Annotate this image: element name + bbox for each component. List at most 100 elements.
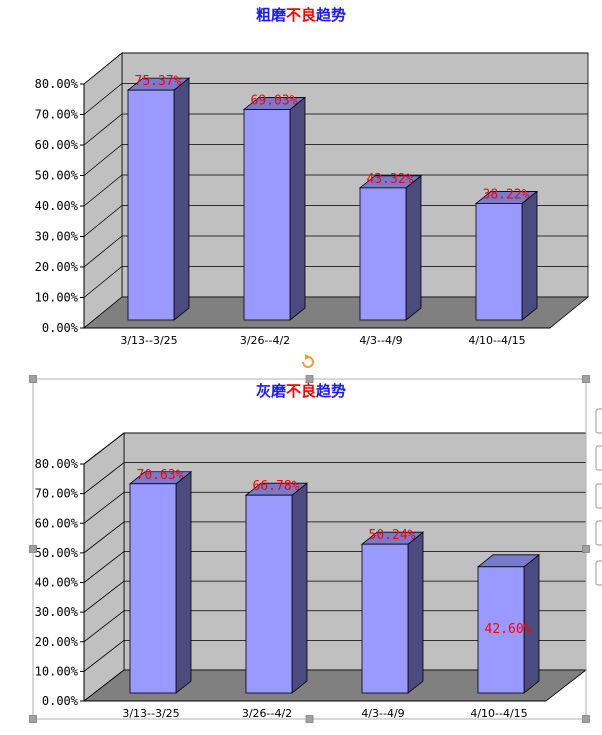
resize-handle[interactable] xyxy=(29,375,37,383)
bar[interactable] xyxy=(358,175,423,321)
bar-front xyxy=(359,187,407,321)
gridline xyxy=(83,639,586,672)
gridline xyxy=(83,610,586,643)
bar-side xyxy=(521,190,538,321)
gridline xyxy=(83,174,588,207)
y-tick-label: 0.00% xyxy=(42,321,79,335)
y-tick-label: 0.00% xyxy=(42,694,79,708)
gridline xyxy=(83,580,586,613)
resize-handle[interactable] xyxy=(29,545,37,553)
gridline xyxy=(83,235,588,268)
resize-handle[interactable] xyxy=(582,545,590,553)
bar-front xyxy=(245,494,293,694)
chart-selection-frame[interactable] xyxy=(29,354,602,723)
y-tick-label: 50.00% xyxy=(35,546,79,560)
category-label: 4/3--4/9 xyxy=(359,334,402,347)
bar[interactable] xyxy=(474,190,539,321)
bar-front xyxy=(243,109,291,321)
side-toolbar-button[interactable] xyxy=(595,560,602,586)
chart-title-part: 粗磨 xyxy=(256,6,287,24)
data-label: 66.78% xyxy=(253,479,300,494)
y-tick-label: 80.00% xyxy=(35,77,79,91)
data-label: 43.32% xyxy=(367,172,414,187)
y-tick-label: 40.00% xyxy=(35,199,79,213)
bar-side xyxy=(407,531,424,694)
bar-side xyxy=(175,470,192,694)
chart-title-part: 趋势 xyxy=(316,6,346,24)
bar[interactable] xyxy=(244,482,309,694)
y-tick-label: 80.00% xyxy=(35,457,79,471)
category-label: 3/13--3/25 xyxy=(120,334,177,347)
bar[interactable] xyxy=(360,531,425,694)
chart-title-part: 趋势 xyxy=(316,382,346,400)
y-tick-label: 20.00% xyxy=(35,635,79,649)
gridline xyxy=(83,491,586,524)
bar-front xyxy=(127,89,175,321)
side-toolbar-button[interactable] xyxy=(595,445,602,471)
resize-handle[interactable] xyxy=(305,715,314,723)
data-label: 38.22% xyxy=(483,187,530,202)
data-label: 75.37% xyxy=(135,74,182,89)
gridline xyxy=(83,83,588,115)
chart-title: 粗磨不良趋势 xyxy=(256,6,346,24)
y-tick-label: 10.00% xyxy=(35,664,79,678)
y-tick-label: 50.00% xyxy=(35,169,79,183)
chart-title-part: 不良 xyxy=(286,382,316,400)
category-label: 3/13--3/25 xyxy=(122,707,179,720)
rotate-icon-arc xyxy=(302,356,314,368)
chart-title-part: 不良 xyxy=(286,6,316,24)
bar-front xyxy=(361,543,409,694)
y-tick-label: 40.00% xyxy=(35,576,79,590)
gridline xyxy=(83,144,588,176)
gridline xyxy=(83,432,586,465)
bar-front xyxy=(475,203,523,321)
bar[interactable] xyxy=(242,96,307,321)
y-tick-label: 30.00% xyxy=(35,230,79,244)
bar[interactable] xyxy=(128,470,193,694)
gridline xyxy=(83,462,586,494)
category-label: 3/26--4/2 xyxy=(242,707,292,720)
chart-coarse-grinding: 粗磨不良趋势 0.00% 10.00% 20.00% 30.00% 40.00% 50.00… xyxy=(35,6,590,347)
y-tick-label: 10.00% xyxy=(35,291,79,305)
y-tick-label: 70.00% xyxy=(35,108,79,122)
resize-handle[interactable] xyxy=(582,715,590,723)
category-label: 4/3--4/9 xyxy=(361,707,404,720)
bar-side xyxy=(405,175,422,321)
bar-side xyxy=(289,96,306,321)
y-tick-label: 60.00% xyxy=(35,138,79,152)
side-toolbar-button[interactable] xyxy=(595,520,602,546)
resize-handle[interactable] xyxy=(305,375,314,383)
y-tick-label: 20.00% xyxy=(35,260,79,274)
gridline xyxy=(83,521,586,554)
gridline xyxy=(83,551,586,583)
resize-handle[interactable] xyxy=(29,715,37,723)
gridline xyxy=(83,266,588,298)
data-label: 50.24% xyxy=(369,528,416,543)
bar-front xyxy=(129,483,177,694)
bar-side xyxy=(173,77,190,321)
bar-front xyxy=(477,566,525,694)
category-label: 4/10--4/15 xyxy=(470,707,527,720)
gridline xyxy=(83,205,588,237)
data-label: 69.03% xyxy=(251,93,298,108)
category-label: 4/10--4/15 xyxy=(468,334,525,347)
rotate-icon[interactable] xyxy=(302,354,314,368)
chart-title: 灰磨不良趋势 xyxy=(256,382,346,400)
data-label: 70.63% xyxy=(137,468,184,483)
rotate-icon-arrow xyxy=(305,354,311,360)
bar[interactable] xyxy=(126,77,191,321)
category-label: 3/26--4/2 xyxy=(240,334,290,347)
gridline xyxy=(83,113,588,146)
y-tick-label: 30.00% xyxy=(35,605,79,619)
gridline xyxy=(83,52,588,85)
side-toolbar-button[interactable] xyxy=(595,483,602,509)
chart-title-part: 灰磨 xyxy=(256,382,287,400)
y-tick-label: 70.00% xyxy=(35,487,79,501)
bar[interactable] xyxy=(476,553,541,694)
side-toolbar-button[interactable] xyxy=(595,408,602,434)
chart-gray-grinding[interactable]: 灰磨不良趋势 0.00% 10.00% 20.00% 30.00% 40.00% 50.00… xyxy=(35,382,588,720)
data-label: 42.60% xyxy=(485,622,532,637)
bar-side xyxy=(291,482,308,694)
resize-handle[interactable] xyxy=(582,375,590,383)
